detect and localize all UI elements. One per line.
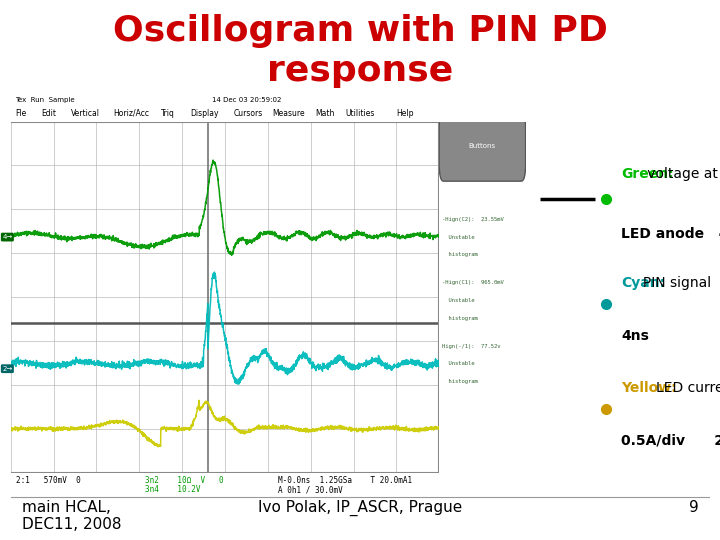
Text: PIN signal: PIN signal xyxy=(621,276,711,290)
Text: histogram: histogram xyxy=(442,252,477,258)
Text: Horiz/Acc: Horiz/Acc xyxy=(114,109,150,118)
Text: 4→: 4→ xyxy=(2,234,12,240)
Text: 0.5A/div      2.5ns: 0.5A/div 2.5ns xyxy=(621,434,720,448)
Text: 9: 9 xyxy=(688,500,698,515)
Text: Utilities: Utilities xyxy=(345,109,374,118)
Text: 4ns: 4ns xyxy=(621,329,649,342)
Text: Edit: Edit xyxy=(41,109,55,118)
Text: A 0h1 / 30.0mV: A 0h1 / 30.0mV xyxy=(279,485,343,494)
Text: LED current: LED current xyxy=(621,381,720,395)
Text: Unstable: Unstable xyxy=(442,298,474,303)
Text: Vertical: Vertical xyxy=(71,109,100,118)
Text: Hign(-/1):  77.52v: Hign(-/1): 77.52v xyxy=(442,343,500,349)
Text: LED anode   4ns: LED anode 4ns xyxy=(621,227,720,241)
Text: Green:: Green: xyxy=(621,167,674,181)
Text: Yellow:: Yellow: xyxy=(621,381,677,395)
Text: histogram: histogram xyxy=(442,379,477,384)
Text: 3n4    10.2V: 3n4 10.2V xyxy=(145,485,200,494)
Text: main HCAL,
DEC11, 2008: main HCAL, DEC11, 2008 xyxy=(22,500,121,532)
Text: 2:1   570mV  0: 2:1 570mV 0 xyxy=(16,476,81,484)
Text: Fle: Fle xyxy=(15,109,27,118)
Text: 2→: 2→ xyxy=(2,366,12,372)
Text: Help: Help xyxy=(396,109,414,118)
Text: Tex  Run  Sample: Tex Run Sample xyxy=(15,97,75,104)
Text: Oscillogram with PIN PD: Oscillogram with PIN PD xyxy=(112,14,608,48)
Text: M-0.0ns  1.25GSa    T 20.0mA1: M-0.0ns 1.25GSa T 20.0mA1 xyxy=(279,476,413,484)
Text: Unstable: Unstable xyxy=(442,361,474,366)
Text: Ivo Polak, IP_ASCR, Prague: Ivo Polak, IP_ASCR, Prague xyxy=(258,500,462,516)
Text: Cursors: Cursors xyxy=(233,109,263,118)
Text: Unstable: Unstable xyxy=(442,235,474,240)
Text: -Hign(C2):  23.55mV: -Hign(C2): 23.55mV xyxy=(442,217,503,222)
Text: voltage at: voltage at xyxy=(621,167,718,181)
Text: Triq: Triq xyxy=(161,109,175,118)
Text: Math: Math xyxy=(315,109,334,118)
Text: 3n2    10Ω  V   0: 3n2 10Ω V 0 xyxy=(145,476,223,484)
Text: histogram: histogram xyxy=(442,315,477,321)
Text: Cyan:: Cyan: xyxy=(621,276,665,290)
Text: Buttons: Buttons xyxy=(469,143,496,149)
FancyBboxPatch shape xyxy=(439,111,526,181)
Text: response: response xyxy=(267,54,453,88)
Text: -Hign(C1):  965.0mV: -Hign(C1): 965.0mV xyxy=(442,280,503,286)
Text: 14 Dec 03 20:59:02: 14 Dec 03 20:59:02 xyxy=(212,97,281,104)
Text: Display: Display xyxy=(191,109,219,118)
Text: Measure: Measure xyxy=(272,109,305,118)
